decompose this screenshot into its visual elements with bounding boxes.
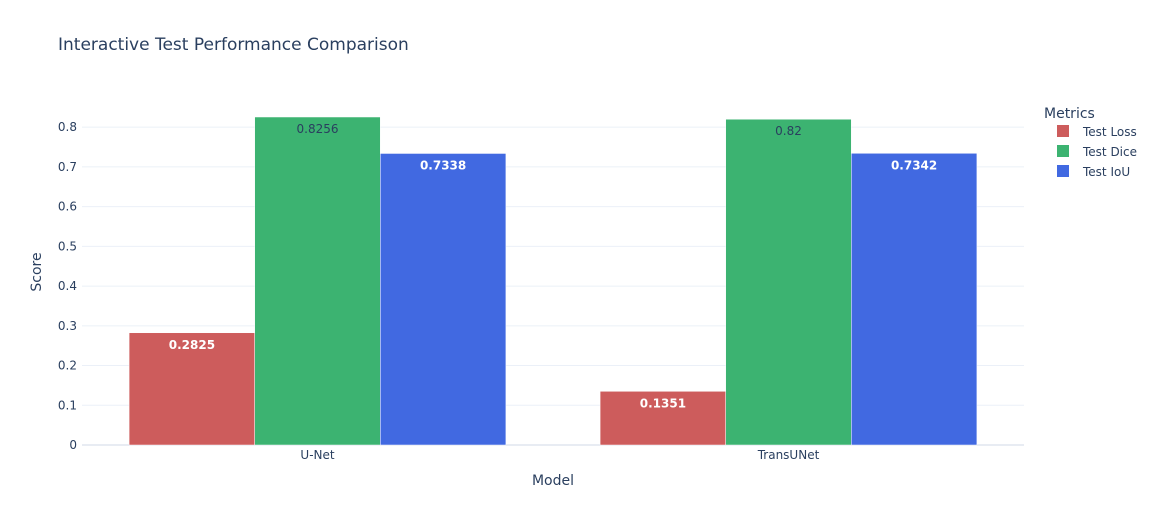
y-axis-title: Score	[29, 252, 45, 291]
bar-value-label: 0.2825	[169, 338, 215, 352]
bar-test-dice-transunet[interactable]	[725, 118, 852, 446]
bar-value-label: 0.82	[775, 124, 802, 138]
bar-test-dice-u-net[interactable]	[254, 116, 381, 446]
bar-value-label: 0.7342	[891, 158, 937, 172]
y-tick-label: 0	[69, 438, 77, 452]
bar-value-label: 0.1351	[640, 396, 686, 410]
chart-title: Interactive Test Performance Comparison	[58, 35, 409, 55]
bar-test-loss-transunet[interactable]	[599, 391, 726, 446]
legend-label[interactable]: Test Loss	[1082, 125, 1137, 139]
y-tick-label: 0.6	[58, 200, 77, 214]
y-tick-label: 0.8	[58, 120, 77, 134]
legend-swatch-test-iou[interactable]	[1057, 165, 1069, 177]
x-axis-title: Model	[532, 473, 574, 489]
y-tick-label: 0.4	[58, 279, 77, 293]
y-tick-label: 0.5	[58, 239, 77, 253]
legend-label[interactable]: Test IoU	[1082, 165, 1130, 179]
bar-test-iou-u-net[interactable]	[380, 153, 507, 446]
legend-label[interactable]: Test Dice	[1082, 145, 1137, 159]
x-tick-label: TransUNet	[757, 448, 820, 462]
legend-title: Metrics	[1044, 106, 1095, 122]
legend-items: Test Loss Test Dice Test IoU	[1057, 125, 1137, 179]
bar-value-label: 0.7338	[420, 158, 466, 172]
bars	[128, 116, 978, 446]
x-tick-label: U-Net	[300, 448, 334, 462]
bar-test-iou-transunet[interactable]	[851, 153, 978, 446]
bar-labels: 0.2825 0.8256 0.7338 0.1351 0.82 0.7342	[169, 122, 938, 410]
y-tick-label: 0.2	[58, 359, 77, 373]
y-tick-label: 0.3	[58, 319, 77, 333]
legend[interactable]: Metrics Test Loss Test Dice Test IoU	[1044, 106, 1137, 179]
y-tick-label: 0.7	[58, 160, 77, 174]
legend-swatch-test-dice[interactable]	[1057, 145, 1069, 157]
y-tick-label: 0.1	[58, 398, 77, 412]
bar-value-label: 0.8256	[297, 122, 339, 136]
axes: 0 0.1 0.2 0.3 0.4 0.5 0.6 0.7 0.8 U-Net TransUNet	[58, 120, 820, 462]
legend-swatch-test-loss[interactable]	[1057, 125, 1069, 137]
